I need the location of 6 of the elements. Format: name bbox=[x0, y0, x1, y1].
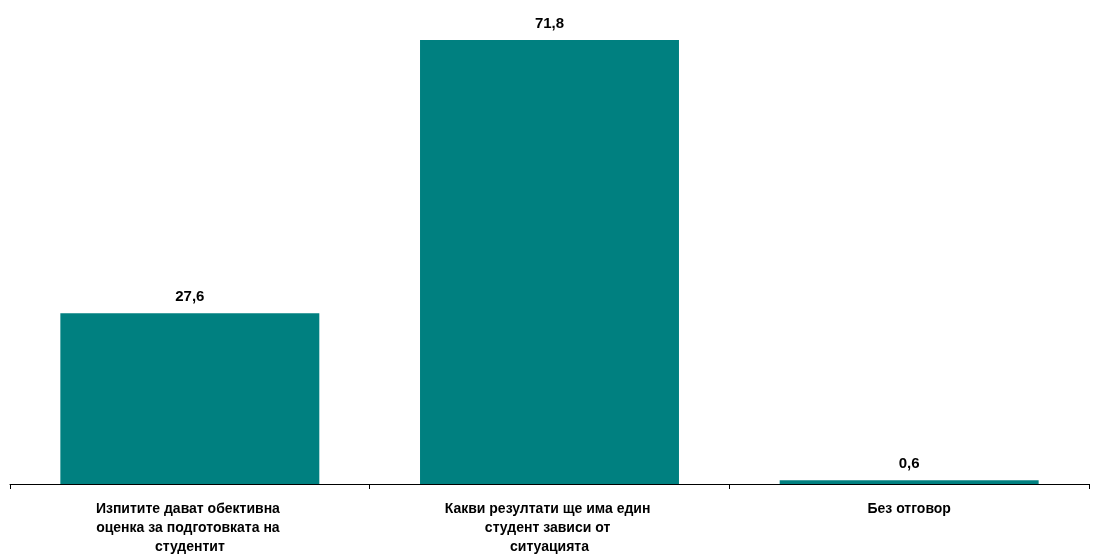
x-tick-label: Изпитите дават обективна оценка за подготовката на студентит bbox=[95, 499, 284, 554]
x-tick-label: Какви резултати ще има един студент зависи от ситуацията bbox=[444, 499, 655, 554]
x-tick-label: Без отговор bbox=[867, 499, 951, 516]
data-label: 27,6 bbox=[175, 287, 205, 305]
data-label: 71,8 bbox=[534, 14, 565, 31]
data-label: 0,6 bbox=[898, 454, 920, 472]
